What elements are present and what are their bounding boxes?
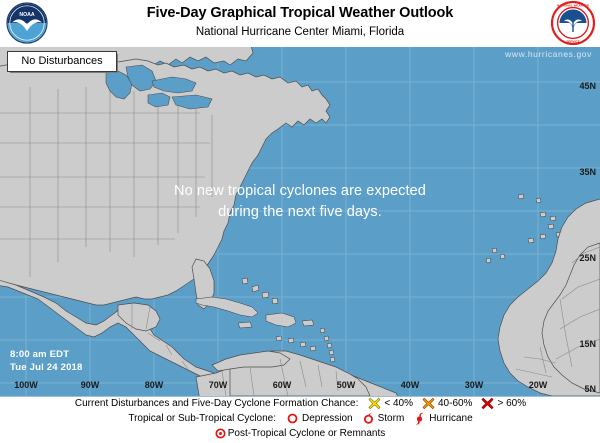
lon-label: 50W <box>337 380 356 390</box>
post-tropical-icon <box>214 427 227 440</box>
great-lakes <box>105 64 213 110</box>
hurricane-icon <box>413 412 426 425</box>
lat-label: 25N <box>579 253 596 263</box>
legend-chance-low: < 40% <box>368 397 413 410</box>
lon-label: 70W <box>209 380 228 390</box>
storm-icon <box>362 412 375 425</box>
south-america-borders <box>221 358 339 396</box>
africa-landmass <box>497 198 600 396</box>
page-header: NOAA Five-Day Graphical Tropical Weather… <box>0 0 600 47</box>
no-disturbances-callout[interactable]: No Disturbances <box>7 51 117 72</box>
page-title: Five-Day Graphical Tropical Weather Outl… <box>146 5 454 21</box>
legend-chance-low-label: < 40% <box>384 398 413 409</box>
lat-label: 5N <box>584 384 596 394</box>
canary-islands <box>539 211 557 222</box>
outlook-message: No new tropical cyclones are expected du… <box>0 181 600 223</box>
lon-label: 80W <box>145 380 164 390</box>
lon-label: 30W <box>465 380 484 390</box>
outlook-message-line-2: during the next five days. <box>218 204 382 220</box>
legend-chance-medium-label: 40-60% <box>437 398 473 409</box>
legend-formation-chance-row: Current Disturbances and Five-Day Cyclon… <box>0 396 600 411</box>
site-watermark: www.hurricanes.gov <box>505 49 592 59</box>
legend-chance-high: > 60% <box>481 397 526 410</box>
legend-chance-high-label: > 60% <box>497 398 527 409</box>
depression-icon <box>286 412 299 425</box>
cape-verde-islands <box>485 247 506 264</box>
x-mark-icon <box>422 397 435 410</box>
legend-storm: Storm <box>362 412 405 425</box>
legend-storm-label: Storm <box>377 413 405 424</box>
legend-post-tropical-label: Post-Tropical Cyclone or Remnants <box>227 428 386 439</box>
x-mark-icon <box>481 397 494 410</box>
lat-label: 15N <box>579 339 596 349</box>
legend-depression-label: Depression <box>302 413 353 424</box>
lon-label: 20W <box>529 380 548 390</box>
map-timestamp: 8:00 am EDT Tue Jul 24 2018 <box>10 348 83 374</box>
legend-post-tropical-row: Post-Tropical Cyclone or Remnants <box>0 426 600 441</box>
legend-chance-medium: 40-60% <box>422 397 472 410</box>
legend-hurricane: Hurricane <box>413 412 473 425</box>
lon-label: 60W <box>273 380 292 390</box>
weather-map[interactable]: 100W 90W 80W 70W 60W 50W 40W 30W 20W 45N… <box>0 47 600 396</box>
noaa-logo: NOAA <box>6 2 48 44</box>
state-borders <box>0 87 213 277</box>
south-america-landmass <box>195 350 398 396</box>
africa-borders <box>515 246 600 378</box>
legend-cyclone-type-label: Tropical or Sub-Tropical Cyclone: <box>128 413 277 424</box>
legend-divider <box>0 396 600 397</box>
caribbean-islands <box>195 277 336 363</box>
x-mark-icon <box>368 397 381 410</box>
svg-text:SERVICE: SERVICE <box>566 39 580 43</box>
national-weather-service-logo: NATIONAL WEATHER SERVICE <box>550 0 596 46</box>
lon-label: 100W <box>14 380 38 390</box>
lat-label: 35N <box>579 167 596 177</box>
map-axis-labels: 100W 90W 80W 70W 60W 50W 40W 30W 20W 45N… <box>14 81 596 394</box>
svg-text:NOAA: NOAA <box>19 12 35 18</box>
lon-label: 40W <box>401 380 420 390</box>
lon-label: 90W <box>81 380 100 390</box>
page-subtitle: National Hurricane Center Miami, Florida <box>195 26 405 38</box>
outlook-message-line-1: No new tropical cyclones are expected <box>174 183 426 199</box>
timestamp-time: 8:00 am EDT <box>10 349 70 360</box>
legend-hurricane-label: Hurricane <box>429 413 473 424</box>
legend-cyclone-type-row: Tropical or Sub-Tropical Cyclone: Depres… <box>0 411 600 426</box>
svg-text:NATIONAL WEATHER: NATIONAL WEATHER <box>557 4 590 8</box>
timestamp-date: Tue Jul 24 2018 <box>10 362 83 373</box>
central-america-borders <box>131 303 189 370</box>
legend-formation-chance-label: Current Disturbances and Five-Day Cyclon… <box>74 398 359 409</box>
lat-label: 45N <box>579 81 596 91</box>
map-legend: Current Disturbances and Five-Day Cyclon… <box>0 396 600 443</box>
legend-depression: Depression <box>286 412 353 425</box>
